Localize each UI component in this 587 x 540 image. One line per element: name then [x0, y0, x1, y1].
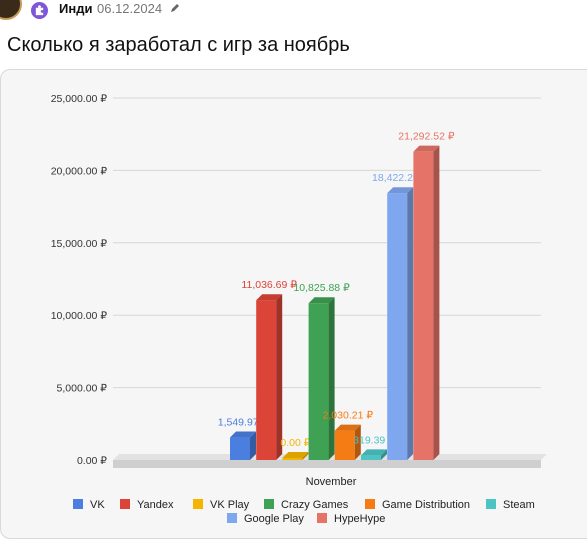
data-label: 0.00 ₽: [280, 437, 310, 449]
bar-side: [381, 449, 387, 460]
puzzle-badge-icon: [29, 0, 50, 21]
bar-side: [302, 452, 309, 460]
revenue-chart: 0.00 ₽ 5,000.00 ₽ 10,000.00 ₽ 15,000.00 ₽ 20…: [51, 93, 547, 525]
bar-crazy-games: [308, 303, 329, 460]
bar-top: [308, 297, 335, 304]
bar-top: [256, 294, 283, 301]
y-tick-label: 0.00 ₽: [77, 455, 107, 467]
bar-top: [361, 449, 387, 456]
y-tick-label: 5,000.00 ₽: [57, 383, 108, 395]
legend-swatch: [227, 513, 237, 523]
y-tick-label: 10,000.00 ₽: [51, 310, 108, 322]
bar-top: [387, 187, 414, 194]
bar-side: [354, 424, 361, 460]
bar-game-distribution: [334, 430, 355, 460]
bar-hypehype: [413, 151, 434, 460]
y-tick-label: 25,000.00 ₽: [51, 93, 108, 105]
bar-side: [328, 297, 335, 460]
legend-label: Google Play: [244, 513, 304, 525]
data-label: 319.39 ₽: [353, 434, 395, 446]
legend-label: Game Distribution: [382, 499, 470, 511]
legend-swatch: [73, 499, 83, 509]
chart-floor-front: [113, 460, 541, 468]
post-title: Сколько я заработал с игр за ноябрь: [7, 34, 350, 56]
data-label: 10,825.88 ₽: [293, 282, 350, 294]
legend-swatch: [193, 499, 203, 509]
post-date: 06.12.2024: [97, 1, 163, 16]
y-tick-label: 20,000.00 ₽: [51, 165, 108, 177]
bar-side: [433, 145, 440, 460]
bar-top: [334, 424, 361, 431]
data-label: 2,030.21 ₽: [323, 410, 374, 422]
bar-top: [413, 145, 440, 152]
bar-google-play: [387, 193, 408, 460]
data-label: 11,036.69 ₽: [241, 279, 297, 291]
legend-swatch: [486, 499, 496, 509]
bar-side: [407, 187, 414, 460]
bar-steam: [361, 455, 381, 460]
x-tick-label: November: [306, 476, 357, 488]
bar-vk-play: [282, 458, 303, 460]
legend-label: VK Play: [210, 499, 250, 511]
user-avatar[interactable]: [0, 0, 22, 20]
legend-swatch: [120, 499, 130, 509]
bar-vk: [230, 437, 250, 460]
bar-top: [282, 452, 309, 458]
legend-swatch: [317, 513, 327, 523]
data-label: 1,549.97 ₽: [218, 417, 269, 429]
bar-yandex: [256, 300, 277, 460]
post-header: Инди 06.12.2024: [0, 0, 587, 22]
legend-swatch: [264, 499, 274, 509]
y-tick-label: 15,000.00 ₽: [51, 238, 108, 250]
bar-side: [276, 294, 283, 460]
bar-top: [230, 431, 256, 438]
legend-label: HypeHype: [334, 513, 385, 525]
legend-label: VK: [90, 499, 105, 511]
pencil-icon: [171, 4, 179, 12]
chart-card[interactable]: 0.00 ₽ 5,000.00 ₽ 10,000.00 ₽ 15,000.00 ₽ 20…: [0, 69, 587, 539]
legend-label: Yandex: [137, 499, 174, 511]
legend-label: Crazy Games: [281, 499, 349, 511]
author-name[interactable]: Инди: [59, 1, 93, 16]
data-label: 21,292.52 ₽: [398, 131, 455, 143]
bar-side: [250, 431, 256, 460]
legend-swatch: [365, 499, 375, 509]
legend-label: Steam: [503, 499, 535, 511]
